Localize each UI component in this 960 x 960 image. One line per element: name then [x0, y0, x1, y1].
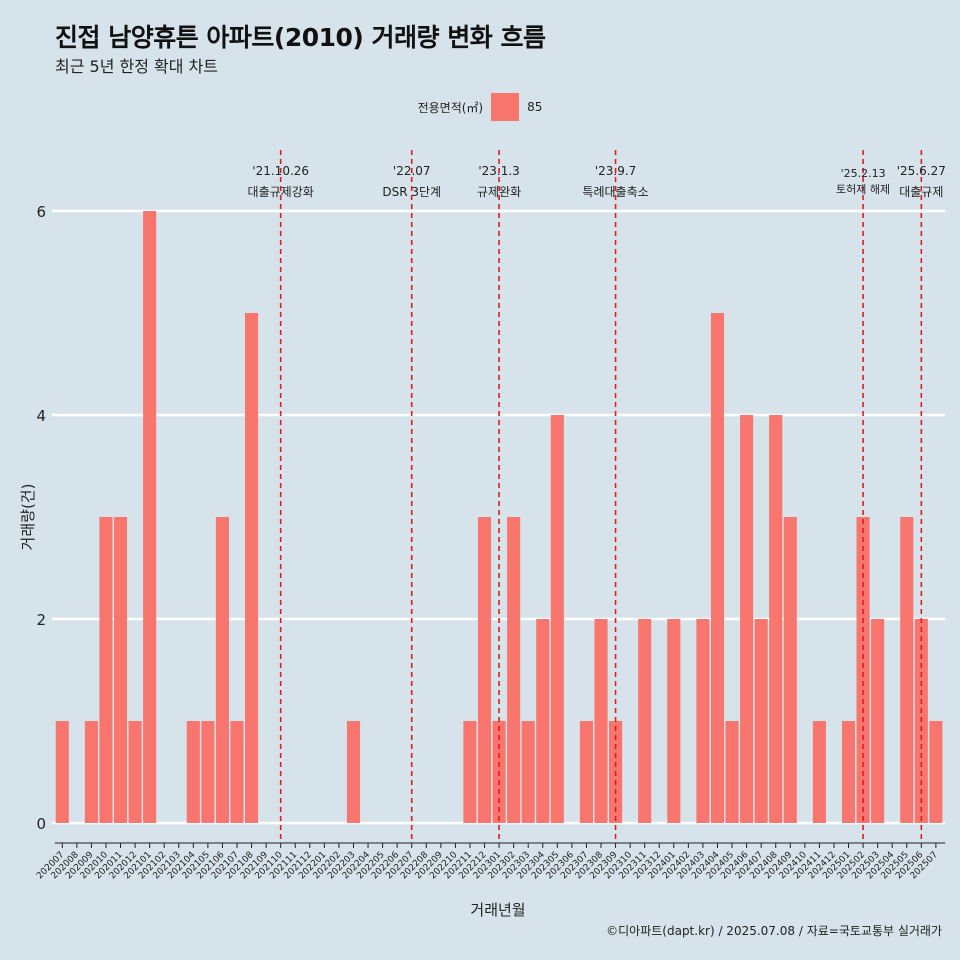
bar — [725, 721, 739, 823]
bar — [710, 313, 725, 823]
bar — [215, 517, 229, 823]
legend: 전용면적(㎡) 85 — [0, 93, 960, 121]
bar — [186, 721, 200, 823]
bar — [128, 721, 142, 823]
x-axis-title: 거래년월 — [470, 901, 525, 919]
bar — [696, 619, 710, 823]
event-date-label: '23.1.3 — [478, 164, 519, 178]
bar — [769, 415, 783, 823]
bar — [536, 619, 550, 823]
bar — [754, 619, 768, 823]
event-date-label: '25.2.13 — [841, 167, 886, 180]
bar — [507, 517, 521, 823]
y-axis-title: 거래량(건) — [19, 484, 37, 551]
bar — [871, 619, 885, 823]
bar — [201, 721, 215, 823]
bar — [579, 721, 593, 823]
bar — [84, 721, 98, 823]
bar — [477, 517, 492, 823]
y-tick-label: 6 — [36, 203, 46, 221]
bar — [55, 721, 69, 823]
legend-item-label: 85 — [527, 100, 543, 114]
bar — [346, 721, 361, 823]
bar — [245, 313, 259, 823]
bar — [463, 721, 477, 823]
event-label: DSR 3단계 — [382, 185, 441, 199]
bar — [638, 619, 652, 823]
event-label: 대출규제 — [899, 185, 943, 199]
event-date-label: '22.07 — [393, 164, 431, 178]
bar — [521, 721, 535, 823]
bar — [550, 415, 564, 823]
bar — [594, 619, 608, 823]
caption: ©디아파트(dapt.kr) / 2025.07.08 / 자료=국토교통부 실… — [606, 924, 942, 938]
event-date-label: '23.9.7 — [595, 164, 636, 178]
bar — [900, 517, 914, 823]
bar — [856, 517, 870, 823]
chart-title: 진접 남양휴튼 아파트(2010) 거래량 변화 흐름 — [55, 23, 546, 52]
event-label: 대출규제강화 — [248, 185, 314, 199]
bar — [812, 721, 826, 823]
event-date-label: '25.6.27 — [897, 164, 946, 178]
bar — [667, 619, 681, 823]
event-date-label: '21.10.26 — [252, 164, 309, 178]
legend-title: 전용면적(㎡) — [417, 100, 484, 115]
bar — [113, 517, 128, 823]
bar — [740, 415, 754, 823]
bar — [783, 517, 797, 823]
y-tick-label: 2 — [36, 611, 46, 629]
bar — [99, 517, 113, 823]
y-tick-label: 4 — [36, 407, 46, 425]
bar — [929, 721, 943, 823]
bar — [143, 211, 157, 823]
event-label: 규제완화 — [477, 185, 521, 199]
chart-subtitle: 최근 5년 한정 확대 차트 — [55, 57, 219, 76]
bar — [230, 721, 244, 823]
y-tick-label: 0 — [36, 815, 46, 833]
event-label: 특례대출축소 — [582, 185, 648, 199]
event-label: 토허제 해제 — [836, 182, 890, 196]
legend-swatch — [491, 93, 520, 121]
bar — [841, 721, 856, 823]
